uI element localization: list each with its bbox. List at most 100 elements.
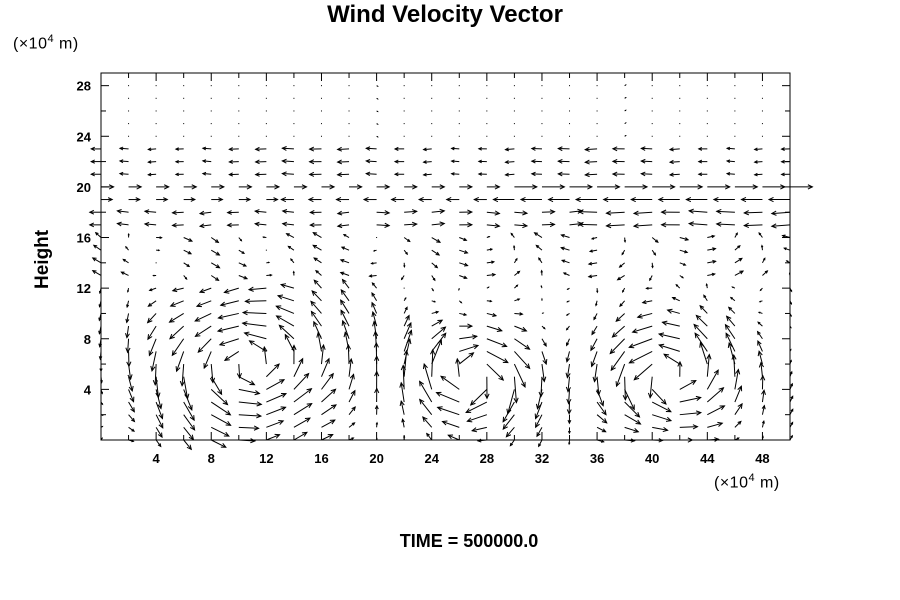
vector-head <box>157 432 163 439</box>
vector-shaft <box>505 427 515 438</box>
wind-vector <box>651 249 657 256</box>
y-tick-label: 8 <box>84 332 91 347</box>
wind-vector <box>541 325 546 330</box>
wind-vector <box>308 159 322 165</box>
wind-vector <box>685 196 708 203</box>
vector-dot <box>761 135 763 137</box>
vector-dot <box>155 262 157 264</box>
vector-shaft <box>315 270 322 276</box>
wind-vector <box>632 210 653 216</box>
vector-head <box>171 350 177 357</box>
vector-head <box>371 301 376 308</box>
vector-head <box>785 260 789 263</box>
vector-head <box>336 223 343 229</box>
vector-shaft <box>404 223 417 226</box>
vector-head <box>403 349 409 356</box>
vector-head <box>189 424 196 431</box>
wind-vector <box>118 159 129 164</box>
vector-dot <box>155 110 157 112</box>
vector-head <box>574 196 581 203</box>
wind-vector <box>128 184 143 190</box>
wind-vector <box>128 414 136 423</box>
x-tick-label: 4 <box>153 451 161 466</box>
vector-head <box>147 302 153 307</box>
wind-vector <box>266 273 273 277</box>
vector-dot <box>734 97 736 99</box>
wind-vector <box>624 109 627 112</box>
vector-head <box>99 368 103 373</box>
wind-vector <box>341 319 350 339</box>
vector-head <box>675 283 679 287</box>
wind-vector <box>536 427 543 438</box>
vector-head <box>280 196 287 203</box>
wind-vector <box>127 232 130 238</box>
vector-head <box>790 289 793 293</box>
wind-vector <box>707 247 717 251</box>
vector-head <box>760 244 764 248</box>
vector-shaft <box>348 406 356 416</box>
wind-vector <box>174 159 184 164</box>
vector-head <box>91 269 97 275</box>
vector-head <box>179 380 185 387</box>
vector-head <box>330 404 337 410</box>
wind-vector <box>547 196 570 203</box>
vector-shaft <box>431 210 445 213</box>
wind-vector <box>679 410 703 416</box>
wind-vector <box>147 147 157 152</box>
vector-head <box>254 172 260 177</box>
vector-head <box>601 418 608 424</box>
vector-head <box>560 246 565 251</box>
vector-dot <box>651 123 653 125</box>
vector-shaft <box>706 354 710 377</box>
vector-head <box>328 372 334 379</box>
wind-vector <box>560 246 570 251</box>
vector-dot <box>458 85 460 87</box>
vector-head <box>362 196 369 203</box>
wind-vector <box>679 275 684 279</box>
vector-head <box>757 321 761 325</box>
vector-head <box>88 209 95 215</box>
vector-shaft <box>486 273 496 276</box>
vector-dot <box>183 135 185 137</box>
vector-head <box>439 208 446 214</box>
vector-head <box>496 327 503 332</box>
vector-head <box>341 319 347 326</box>
wind-vector <box>266 420 285 428</box>
wind-vector <box>293 372 310 390</box>
wind-vector <box>505 427 515 438</box>
vector-shaft <box>321 419 336 428</box>
vector-head <box>241 251 246 254</box>
vector-head <box>633 427 640 433</box>
vector-dot <box>679 135 681 137</box>
vector-shaft <box>183 414 196 431</box>
vector-head <box>127 374 133 381</box>
time-label: TIME = 500000.0 <box>399 531 539 551</box>
vector-shaft <box>771 224 791 227</box>
vector-dot <box>100 135 102 137</box>
vector-head <box>174 159 179 164</box>
vector-shaft <box>651 401 672 413</box>
wind-vector <box>663 353 681 365</box>
vector-head <box>125 318 130 324</box>
vector-shaft <box>321 404 337 416</box>
vector-dot <box>348 97 350 99</box>
vector-head <box>384 222 391 228</box>
vector-dot <box>265 135 267 137</box>
wind-vector <box>198 210 212 216</box>
vector-head <box>494 210 501 216</box>
vector-head <box>254 159 260 165</box>
vector-head <box>125 245 128 249</box>
vector-shaft <box>210 401 231 416</box>
vector-head <box>762 257 766 261</box>
vector-shaft <box>342 320 350 339</box>
vector-head <box>780 172 785 177</box>
wind-vector <box>310 300 322 314</box>
vector-head <box>654 239 659 243</box>
vector-head <box>223 355 230 362</box>
vector-head <box>98 304 102 308</box>
vector-head <box>171 210 177 215</box>
wind-vector <box>340 309 350 327</box>
wind-vector <box>393 146 405 151</box>
vector-head <box>595 303 598 307</box>
wind-vector <box>210 401 232 416</box>
